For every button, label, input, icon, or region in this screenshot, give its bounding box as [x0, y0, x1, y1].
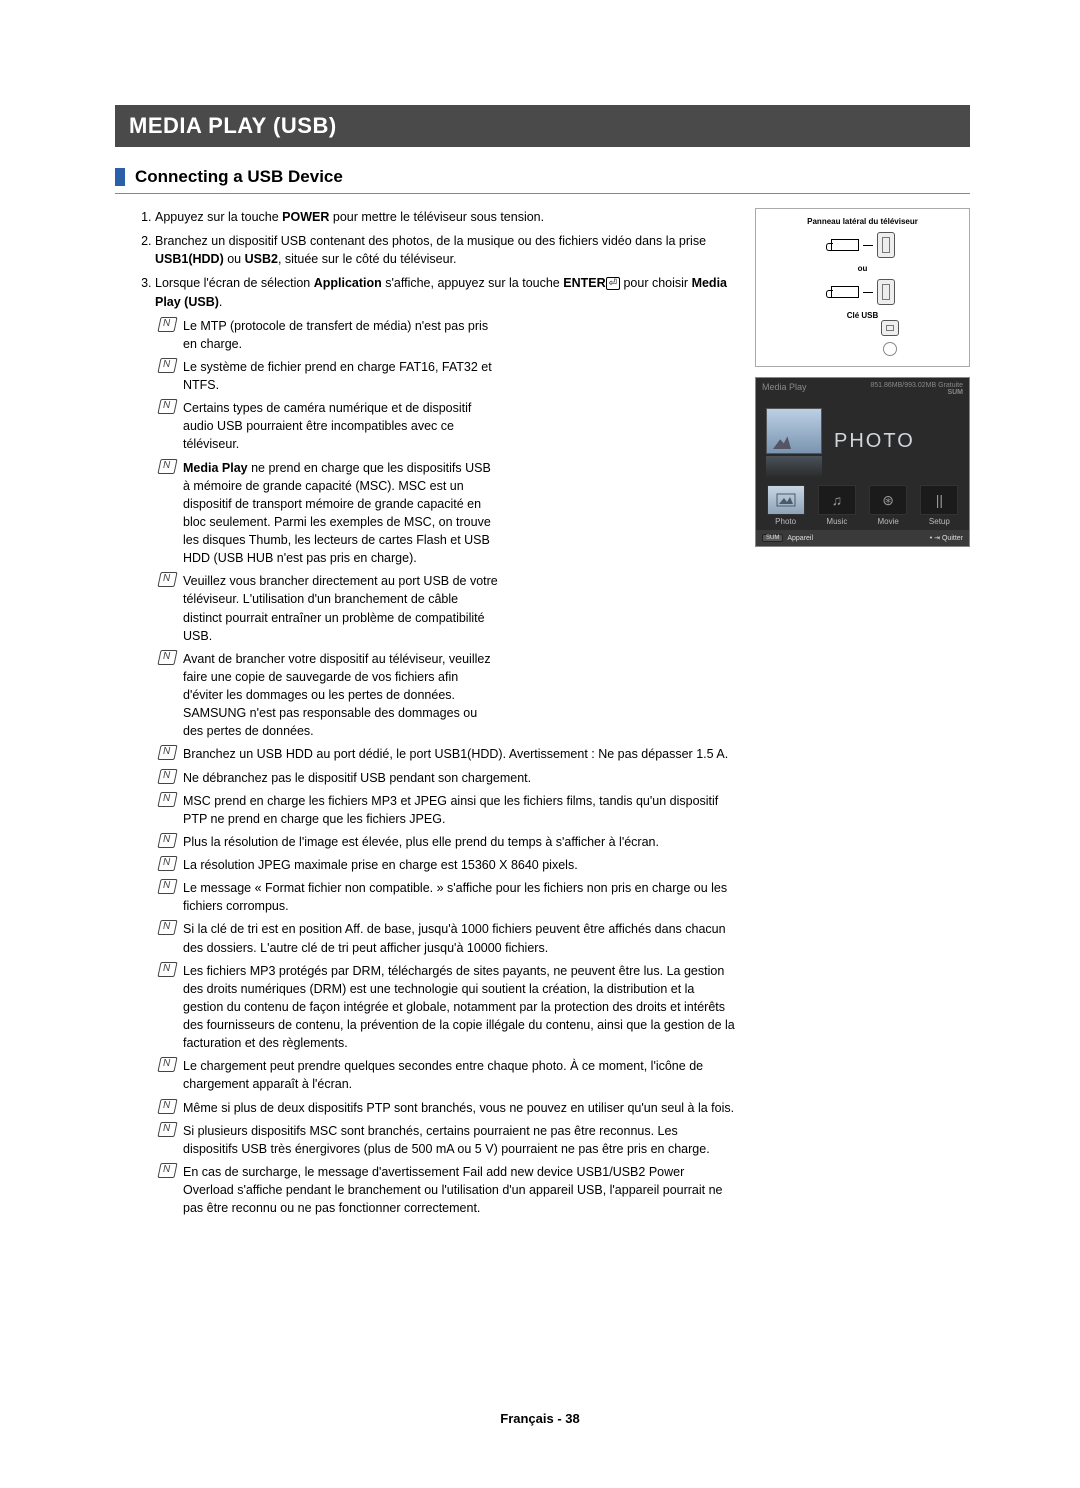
note-item: Le message « Format fichier non compatib…: [183, 879, 735, 915]
note-item: Même si plus de deux dispositifs PTP son…: [183, 1099, 735, 1117]
usb-plug-icon: [831, 239, 859, 251]
connector-line: [863, 292, 873, 293]
enter-icon: ⏎: [606, 277, 620, 290]
aux-port-icon: [881, 320, 899, 336]
mp-tab-label: Music: [815, 517, 859, 526]
tv-panel-title: Panneau latéral du téléviseur: [762, 217, 963, 226]
round-button-icon: [883, 342, 897, 356]
tv-panel-diagram: Panneau latéral du téléviseur ou Clé USB: [755, 208, 970, 367]
note-item: Media Play ne prend en charge que les di…: [183, 459, 735, 568]
note-item: Le chargement peut prendre quelques seco…: [183, 1057, 735, 1093]
mp-photo-label: PHOTO: [834, 430, 915, 453]
media-play-screenshot: Media Play 851.86MB/993.02MB Gratuite SU…: [755, 377, 970, 547]
port-row-1: [762, 232, 963, 258]
note-item: La résolution JPEG maximale prise en cha…: [183, 856, 735, 874]
note-item: Avant de brancher votre dispositif au té…: [183, 650, 735, 741]
mp-tab-label: Setup: [917, 517, 961, 526]
notes-list: Le MTP (protocole de transfert de média)…: [155, 317, 735, 1218]
note-item: En cas de surcharge, le message d'averti…: [183, 1163, 735, 1217]
mp-footer-quit: • ⇥ Quitter: [930, 534, 963, 542]
note-item: Certains types de caméra numérique et de…: [183, 399, 735, 453]
heading-marker: [115, 168, 125, 186]
note-item: Veuillez vous brancher directement au po…: [183, 572, 735, 645]
content-area: Panneau latéral du téléviseur ou Clé USB: [115, 208, 970, 1217]
section-heading: Connecting a USB Device: [115, 167, 970, 194]
mp-tabs: Photo ♫ Music ⊛ Movie || Setup: [756, 485, 969, 526]
note-item: Branchez un USB HDD au port dédié, le po…: [183, 745, 735, 763]
connector-line: [863, 245, 873, 246]
mp-tab-photo: Photo: [764, 485, 808, 526]
note-item: Ne débranchez pas le dispositif USB pend…: [183, 769, 735, 787]
usb-port-icon: [877, 279, 895, 305]
movie-icon: ⊛: [869, 485, 907, 515]
note-item: Si la clé de tri est en position Aff. de…: [183, 920, 735, 956]
note-item: Le MTP (protocole de transfert de média)…: [183, 317, 735, 353]
mp-tab-setup: || Setup: [917, 485, 961, 526]
heading-text: Connecting a USB Device: [135, 167, 343, 187]
page-footer: Français - 38: [0, 1411, 1080, 1426]
mp-photo-thumb: [766, 408, 822, 454]
cle-usb-label: Clé USB: [762, 311, 963, 320]
port-row-2: [762, 279, 963, 305]
note-item: Le système de fichier prend en charge FA…: [183, 358, 735, 394]
mp-storage-info: 851.86MB/993.02MB Gratuite SUM: [870, 382, 963, 396]
mp-title: Media Play: [762, 382, 807, 396]
music-icon: ♫: [818, 485, 856, 515]
mp-tab-label: Photo: [764, 517, 808, 526]
usb-plug-icon: [831, 286, 859, 298]
setup-icon: ||: [920, 485, 958, 515]
mp-reflection: [766, 456, 822, 478]
mp-tab-movie: ⊛ Movie: [866, 485, 910, 526]
mp-header: Media Play 851.86MB/993.02MB Gratuite SU…: [756, 378, 969, 400]
note-item: Les fichiers MP3 protégés par DRM, téléc…: [183, 962, 735, 1053]
title-bar: MEDIA PLAY (USB): [115, 105, 970, 147]
mp-tab-label: Movie: [866, 517, 910, 526]
photo-icon: [767, 485, 805, 515]
mp-footer: SUM Appareil • ⇥ Quitter: [756, 530, 969, 546]
note-item: Plus la résolution de l'image est élevée…: [183, 833, 735, 851]
mp-tab-music: ♫ Music: [815, 485, 859, 526]
mp-footer-device: Appareil: [787, 535, 813, 542]
note-item: Si plusieurs dispositifs MSC sont branch…: [183, 1122, 735, 1158]
ou-label: ou: [762, 264, 963, 273]
note-item: MSC prend en charge les fichiers MP3 et …: [183, 792, 735, 828]
usb-port-icon: [877, 232, 895, 258]
side-figures: Panneau latéral du téléviseur ou Clé USB: [755, 208, 970, 547]
title-text: MEDIA PLAY (USB): [129, 113, 337, 138]
mp-sum-chip: SUM: [762, 534, 783, 542]
